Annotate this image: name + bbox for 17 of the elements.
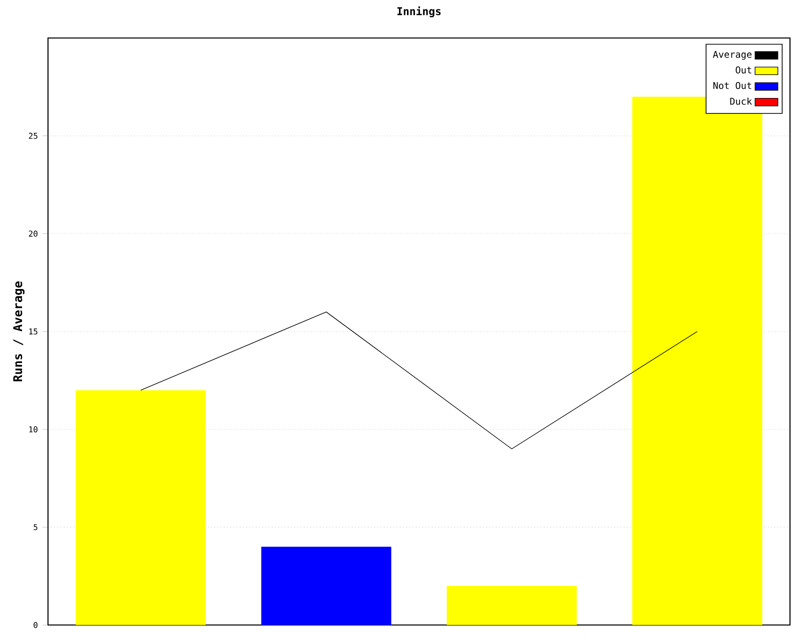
y-tick-label: 20 <box>28 230 38 237</box>
legend-label: Average <box>712 50 752 60</box>
bar <box>632 96 762 625</box>
y-tick-label: 5 <box>34 524 38 530</box>
bar <box>76 390 206 625</box>
bar <box>261 546 392 625</box>
y-tick-label: 25 <box>28 132 38 139</box>
y-axis-title: Runs / Average <box>13 281 25 382</box>
y-tick-label: 10 <box>29 426 38 432</box>
y-tick-label: 15 <box>29 328 38 334</box>
legend-label: Duck <box>730 98 752 105</box>
chart-title: Innings <box>397 6 441 18</box>
legend-label: Not Out <box>713 82 752 90</box>
y-tick-label: 0 <box>34 622 38 628</box>
legend-label: Out <box>736 66 752 74</box>
bar <box>446 586 577 625</box>
line-series <box>140 312 698 450</box>
